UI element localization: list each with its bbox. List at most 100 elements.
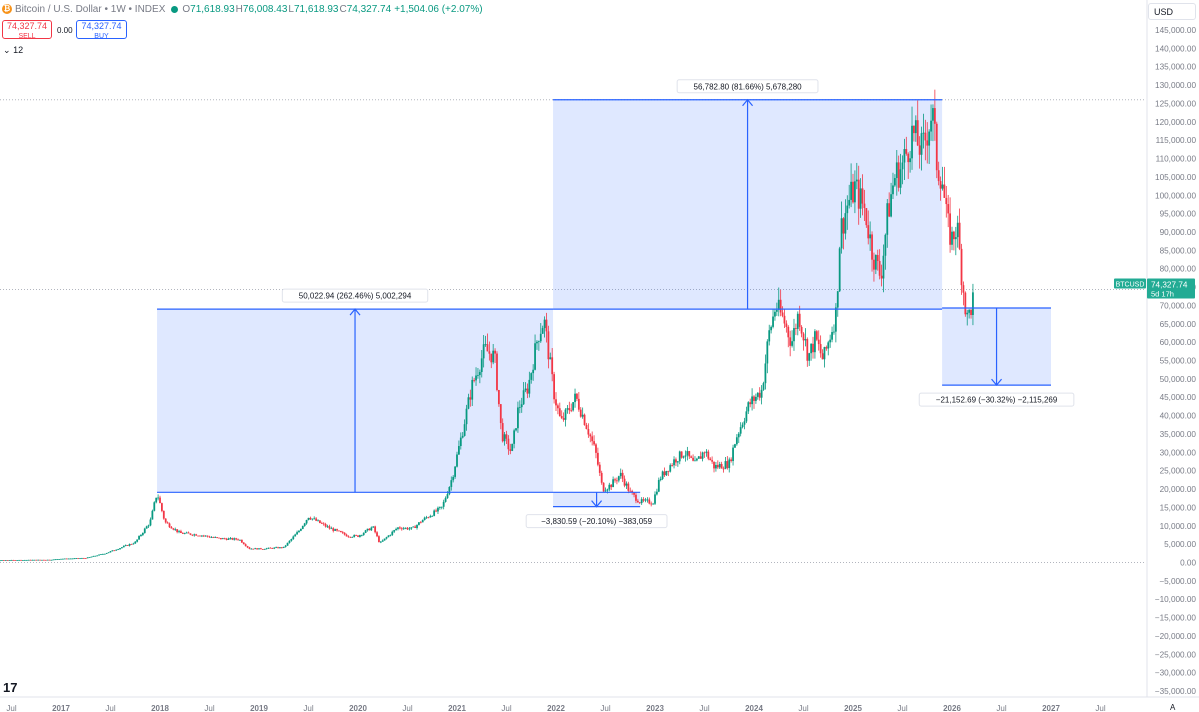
- x-tick-label: Jul: [402, 704, 412, 712]
- symbol-title[interactable]: Bitcoin / U.S. Dollar • 1W • INDEX: [15, 3, 166, 15]
- candle-body: [503, 434, 506, 442]
- candle-body: [909, 158, 912, 163]
- candle-body: [522, 390, 525, 405]
- candle-body: [35, 559, 38, 561]
- x-tick-label: Jul: [6, 704, 16, 712]
- candle-body: [103, 553, 106, 555]
- y-tick-label: −10,000.00: [1155, 595, 1197, 604]
- candle-body: [635, 494, 637, 501]
- candle-body: [258, 548, 260, 550]
- market-open-dot-icon: [171, 5, 179, 13]
- candle-body: [536, 341, 538, 344]
- candle-body: [339, 530, 342, 533]
- candle-body: [492, 350, 495, 363]
- candle-body: [292, 536, 295, 540]
- candle-body: [290, 539, 293, 541]
- candle-body: [56, 559, 59, 561]
- candle-body: [364, 530, 367, 533]
- y-tick-label: 15,000.00: [1160, 503, 1197, 512]
- currency-selector[interactable]: USD: [1148, 3, 1196, 20]
- candle-body: [488, 351, 491, 354]
- symbol-tag: BTCUSD: [1116, 282, 1145, 289]
- candle-body: [800, 326, 803, 334]
- candle-body: [303, 523, 306, 526]
- candle-body: [271, 547, 274, 549]
- candle-body: [640, 499, 643, 504]
- candle-body: [785, 323, 788, 327]
- candle-body: [484, 344, 487, 346]
- sell-button[interactable]: 74,327.74 SELL: [2, 20, 52, 40]
- candle-body: [574, 393, 576, 403]
- candle-body: [126, 545, 129, 546]
- candle-body: [235, 538, 238, 540]
- candle-body: [109, 551, 112, 553]
- candle-body: [174, 529, 177, 531]
- candle-body: [151, 510, 154, 520]
- candle-body: [448, 486, 451, 495]
- candle-body: [551, 357, 554, 375]
- candle-body: [359, 535, 361, 537]
- y-tick-label: 20,000.00: [1160, 485, 1197, 494]
- candle-body: [612, 479, 615, 488]
- candle-body: [136, 539, 139, 542]
- candle-body: [324, 524, 327, 527]
- candle-body: [54, 559, 57, 561]
- candle-body: [960, 248, 963, 286]
- candle-body: [901, 162, 904, 170]
- candle-body: [212, 537, 215, 539]
- x-tick-label: 2022: [547, 704, 565, 712]
- candle-body: [852, 181, 854, 203]
- x-tick-label: 2023: [646, 704, 664, 712]
- candle-body: [815, 331, 818, 340]
- candle-body: [730, 459, 733, 462]
- candle-body: [867, 225, 870, 239]
- candle-body: [96, 555, 99, 557]
- auto-scale-button[interactable]: A: [1170, 703, 1176, 712]
- candle-body: [694, 460, 696, 462]
- candle-body: [857, 179, 860, 209]
- y-tick-label: 5,000.00: [1164, 540, 1196, 549]
- candle-body: [480, 358, 483, 373]
- candle-body: [189, 533, 192, 535]
- close-value: 74,327.74: [346, 3, 392, 15]
- candle-body: [256, 548, 258, 550]
- candle-body: [789, 337, 792, 346]
- candle-body: [134, 541, 137, 544]
- candle-body: [794, 328, 797, 329]
- candle-body: [511, 443, 514, 451]
- x-tick-label: Jul: [996, 704, 1006, 712]
- candle-body: [534, 343, 536, 370]
- candle-body: [695, 458, 698, 461]
- candle-body: [4, 560, 7, 561]
- measure-label: 56,782.80 (81.66%) 5,678,280: [694, 82, 803, 91]
- candle-body: [208, 536, 211, 538]
- candle-body: [735, 437, 738, 445]
- candle-body: [663, 471, 666, 476]
- candle-body: [353, 535, 356, 537]
- candle-body: [930, 120, 932, 132]
- candle-body: [827, 342, 830, 349]
- candle-body: [237, 539, 239, 541]
- candle-body: [846, 205, 849, 214]
- candle-body: [214, 537, 217, 539]
- candle-body: [591, 436, 594, 442]
- candle-body: [84, 558, 87, 559]
- candle-body: [893, 178, 896, 186]
- candle-body: [187, 532, 190, 534]
- buy-button[interactable]: 74,327.74 BUY: [76, 20, 127, 40]
- y-tick-label: 135,000.00: [1155, 63, 1196, 72]
- candle-body: [92, 555, 95, 557]
- candle-body: [616, 480, 618, 482]
- tradingview-logo-icon[interactable]: 17: [3, 680, 18, 695]
- candle-body: [199, 535, 201, 537]
- candle-body: [646, 499, 649, 501]
- candle-body: [743, 421, 746, 425]
- candle-body: [669, 465, 672, 472]
- candle-body: [897, 162, 900, 188]
- candle-body: [418, 522, 420, 525]
- x-tick-label: Jul: [1095, 704, 1105, 712]
- candle-body: [452, 476, 455, 481]
- indicators-toggle[interactable]: ⌄ 12: [3, 45, 23, 56]
- candle-body: [890, 194, 892, 217]
